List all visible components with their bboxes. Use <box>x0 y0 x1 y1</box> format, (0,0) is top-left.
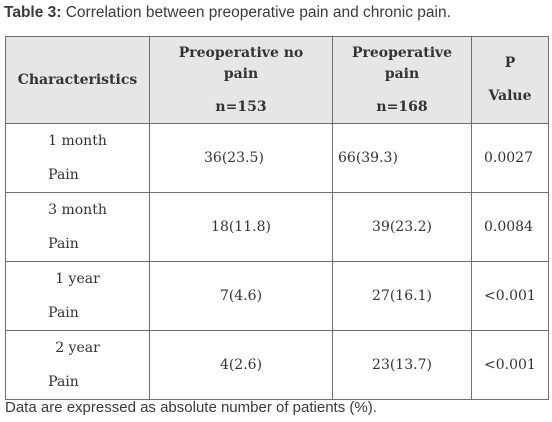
table-row: 2 year Pain 4(2.6) 23(13.7) <0.001 <box>5 330 549 400</box>
row-measure: Pain <box>48 305 79 321</box>
table-footnote: Data are expressed as absolute number of… <box>5 399 377 416</box>
row-no-pain-value: 36(23.5) <box>149 123 333 193</box>
row-p-value: 0.0027 <box>471 123 549 193</box>
row-measure: Pain <box>48 236 79 252</box>
header-preoperative-no-pain: Preoperative no pain n=153 <box>149 36 333 124</box>
header-p-value: P Value <box>471 36 549 124</box>
row-p-value: <0.001 <box>471 330 549 400</box>
row-no-pain-value: 18(11.8) <box>149 192 333 262</box>
header-pain-n: n=168 <box>376 98 428 115</box>
row-p-value: 0.0084 <box>471 192 549 262</box>
row-period: 3 month <box>48 202 107 218</box>
header-p-line1: P <box>504 55 516 71</box>
table-caption-text: Correlation between preoperative pain an… <box>61 4 451 21</box>
table-caption-label: Table 3: <box>4 4 62 21</box>
row-pain-value: 27(16.1) <box>332 261 472 331</box>
row-characteristic: 1 year Pain <box>5 261 150 331</box>
row-no-pain-value: 7(4.6) <box>149 261 333 331</box>
row-pain-value: 39(23.2) <box>332 192 472 262</box>
row-p-value: <0.001 <box>471 261 549 331</box>
row-pain-value: 66(39.3) <box>332 123 472 193</box>
header-p-line2: Value <box>488 88 532 104</box>
header-pain-line2: pain <box>384 65 420 82</box>
row-period: 1 year <box>55 271 100 287</box>
correlation-table: Characteristics Preoperative no pain n=1… <box>5 36 549 400</box>
header-no-pain-line2: pain <box>223 65 259 82</box>
header-no-pain-line1: Preoperative no <box>178 44 304 61</box>
row-measure: Pain <box>48 167 79 183</box>
header-preoperative-pain: Preoperative pain n=168 <box>332 36 472 124</box>
row-characteristic: 2 year Pain <box>5 330 150 400</box>
table-row: 1 year Pain 7(4.6) 27(16.1) <0.001 <box>5 261 549 331</box>
table-row: 1 month Pain 36(23.5) 66(39.3) 0.0027 <box>5 123 549 193</box>
row-period: 2 year <box>55 340 100 356</box>
table-row: 3 month Pain 18(11.8) 39(23.2) 0.0084 <box>5 192 549 262</box>
table-caption: Table 3: Correlation between preoperativ… <box>4 4 451 22</box>
header-pain-line1: Preoperative <box>351 44 453 61</box>
table-header-row: Characteristics Preoperative no pain n=1… <box>5 36 549 124</box>
row-characteristic: 3 month Pain <box>5 192 150 262</box>
header-no-pain-n: n=153 <box>215 98 267 115</box>
header-characteristics: Characteristics <box>5 36 150 124</box>
row-measure: Pain <box>48 374 79 390</box>
row-period: 1 month <box>48 133 107 149</box>
header-characteristics-label: Characteristics <box>17 71 138 88</box>
row-pain-value: 23(13.7) <box>332 330 472 400</box>
row-characteristic: 1 month Pain <box>5 123 150 193</box>
row-no-pain-value: 4(2.6) <box>149 330 333 400</box>
